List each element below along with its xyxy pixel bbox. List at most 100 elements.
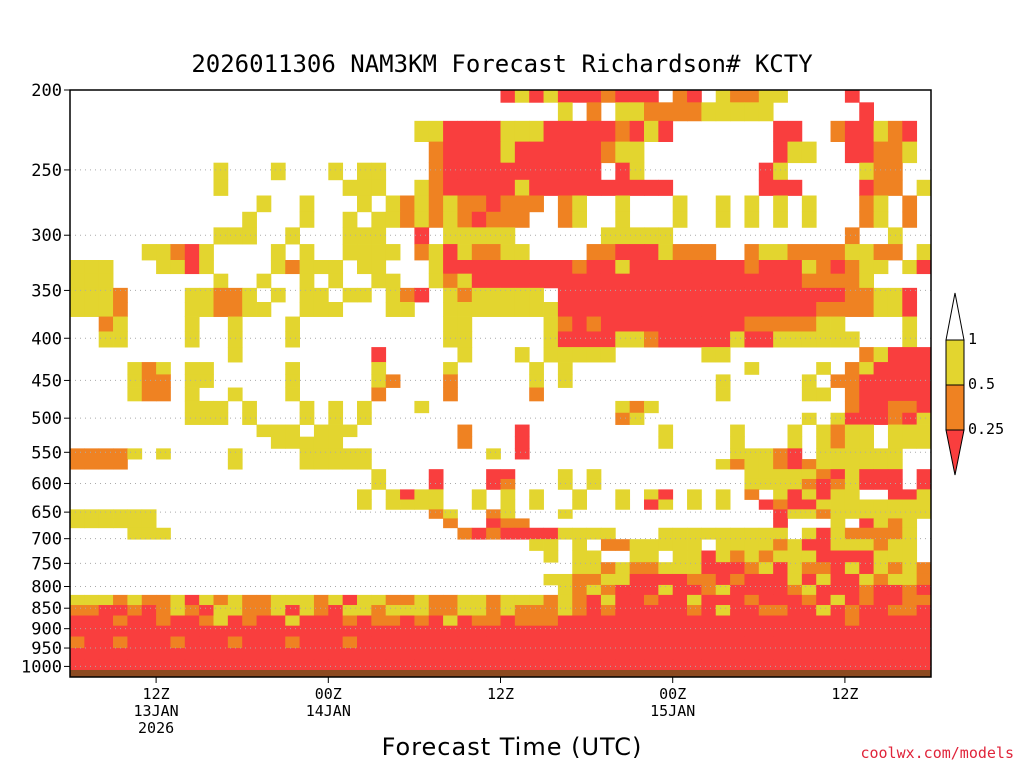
heatmap-cell	[873, 659, 889, 671]
heatmap-cell	[514, 625, 530, 637]
heatmap-cell	[514, 659, 530, 671]
heatmap-cell	[758, 636, 774, 649]
heatmap-cell	[500, 489, 516, 500]
heatmap-cell	[758, 244, 774, 261]
heatmap-cell	[457, 625, 473, 637]
heatmap-cell	[357, 605, 372, 616]
heatmap-cell	[113, 636, 128, 649]
heatmap-cell	[213, 594, 229, 606]
heatmap-cell	[902, 211, 918, 228]
heatmap-cell	[500, 260, 516, 275]
heatmap-cell	[170, 659, 186, 671]
heatmap-cell	[773, 448, 788, 460]
heatmap-cell	[744, 478, 760, 490]
heatmap-cell	[113, 448, 128, 460]
heatmap-cell	[758, 302, 774, 317]
heatmap-cell	[744, 594, 760, 606]
heatmap-cell	[787, 659, 803, 671]
y-tick-label: 500	[31, 409, 62, 429]
heatmap-cell	[715, 636, 731, 649]
heatmap-cell	[586, 469, 602, 480]
source-credit[interactable]: coolwx.com/models	[860, 744, 1014, 762]
heatmap-cell	[873, 636, 889, 649]
heatmap-cell	[70, 287, 85, 303]
heatmap-cell	[400, 594, 415, 606]
heatmap-cell	[844, 244, 860, 261]
heatmap-cell	[486, 448, 501, 460]
heatmap-cell	[529, 287, 544, 303]
heatmap-cell	[256, 195, 272, 213]
heatmap-cell	[887, 648, 903, 660]
heatmap-cell	[902, 316, 918, 332]
heatmap-cell	[299, 211, 315, 228]
x-tick-label: 12Z	[143, 685, 170, 703]
heatmap-cell	[615, 615, 631, 627]
gridlines	[70, 169, 931, 667]
heatmap-cell	[600, 584, 616, 596]
heatmap-cell	[141, 625, 157, 637]
heatmap-cell	[557, 527, 573, 540]
heatmap-cell	[787, 469, 803, 480]
heatmap-cell	[285, 659, 300, 671]
heatmap-cell	[715, 195, 731, 213]
heatmap-cell	[902, 584, 918, 596]
heatmap-cell	[887, 362, 903, 375]
heatmap-cell	[385, 273, 401, 289]
heatmap-cell	[400, 195, 415, 213]
heatmap-cell	[816, 636, 831, 649]
heatmap-cell	[873, 211, 889, 228]
heatmap-cell	[715, 211, 731, 228]
heatmap-cell	[844, 141, 860, 164]
heatmap-cell	[816, 527, 831, 540]
heatmap-cell	[844, 273, 860, 289]
heatmap-cell	[887, 562, 903, 575]
heatmap-cell	[428, 273, 444, 289]
heatmap-cell	[773, 316, 788, 332]
heatmap-cell	[844, 448, 860, 460]
heatmap-cell	[443, 374, 458, 388]
heatmap-cell	[615, 316, 631, 332]
heatmap-cell	[443, 605, 458, 616]
heatmap-cell	[902, 550, 918, 563]
heatmap-cell	[873, 527, 889, 540]
heatmap-cell	[428, 594, 444, 606]
heatmap-cell	[644, 594, 659, 606]
heatmap-cell	[816, 331, 831, 348]
heatmap-cell	[486, 594, 501, 606]
heatmap-cell	[514, 347, 530, 363]
heatmap-cell	[859, 605, 874, 616]
heatmap-cell	[242, 400, 257, 414]
heatmap-cell	[644, 90, 659, 103]
heatmap-cell	[457, 424, 473, 438]
heatmap-cell	[687, 615, 702, 627]
heatmap-cell	[486, 469, 501, 480]
heatmap-cell	[514, 273, 530, 289]
heatmap-cell	[787, 273, 803, 289]
heatmap-cell	[916, 584, 932, 596]
heatmap-cell	[701, 316, 717, 332]
heatmap-cell	[357, 195, 372, 213]
y-tick-label: 200	[31, 81, 62, 101]
heatmap-cell	[658, 424, 674, 438]
heatmap-cell	[600, 573, 616, 586]
heatmap-cell	[844, 387, 860, 402]
heatmap-cell	[830, 562, 846, 575]
heatmap-cell	[844, 227, 860, 245]
heatmap-cell	[342, 424, 358, 438]
heatmap-cell	[758, 594, 774, 606]
heatmap-cell	[328, 636, 344, 649]
heatmap-cell	[773, 550, 788, 563]
heatmap-cell	[644, 244, 659, 261]
heatmap-cell	[916, 509, 932, 519]
heatmap-cell	[773, 331, 788, 348]
heatmap-cell	[213, 162, 229, 181]
heatmap-cell	[443, 195, 458, 213]
heatmap-cell	[644, 636, 659, 649]
heatmap-cell	[658, 499, 674, 510]
heatmap-cell	[84, 287, 100, 303]
heatmap-cell	[629, 302, 645, 317]
heatmap-cell	[730, 260, 745, 275]
heatmap-cell	[773, 179, 788, 196]
heatmap-cell	[514, 120, 530, 142]
heatmap-cell	[844, 120, 860, 142]
